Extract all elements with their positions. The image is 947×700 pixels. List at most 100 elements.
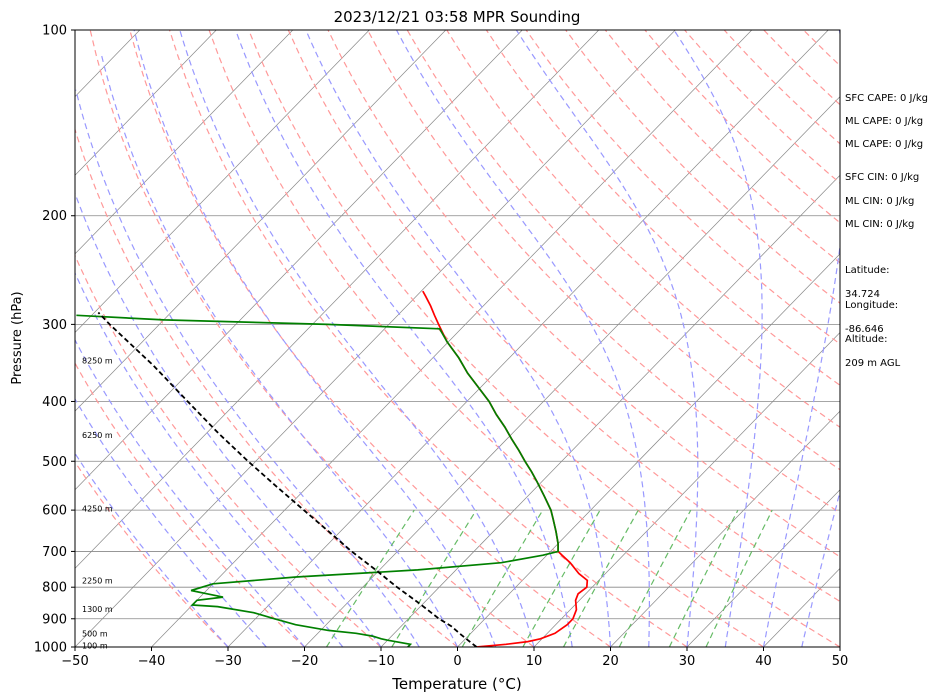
altitude-label: Altitude:: [845, 334, 888, 345]
height-label: 6250 m: [82, 431, 113, 440]
ml-cin-label-2: ML CIN: 0 J/kg: [845, 219, 915, 230]
y-tick-label: 700: [42, 545, 67, 560]
mixing-ratio-line: [562, 509, 639, 647]
moist-adiabat-line: [133, 30, 497, 647]
moist-adiabat-line: [75, 397, 267, 647]
moist-adiabat-line: [395, 30, 650, 647]
dry-adiabat-line: [168, 30, 688, 647]
dewpoint-profile: [76, 314, 559, 647]
y-tick-label: 600: [42, 504, 67, 519]
x-tick-label: −10: [367, 654, 394, 669]
x-tick-label: −40: [138, 654, 165, 669]
latitude-value: 34.724: [845, 289, 880, 300]
height-label: 1300 m: [82, 605, 113, 614]
height-label: 4250 m: [82, 504, 113, 513]
dry-adiabat-line: [287, 30, 840, 603]
moist-adiabat-line: [235, 30, 573, 647]
x-tick-label: 50: [832, 654, 849, 669]
dry-adiabat-line: [75, 460, 229, 647]
x-tick-label: 0: [453, 654, 461, 669]
moist-adiabat-line: [762, 30, 840, 647]
isotherm-line: [75, 30, 600, 569]
dry-adiabat-line: [485, 30, 840, 387]
x-tick-label: −50: [61, 654, 88, 669]
mixing-ratio-line: [705, 509, 773, 647]
dry-adiabat-line: [89, 30, 535, 647]
x-tick-label: −20: [291, 654, 318, 669]
dry-adiabat-line: [75, 361, 305, 647]
dry-adiabat-line: [327, 30, 840, 558]
isotherm-line: [75, 30, 447, 412]
mixing-ratio-line: [461, 509, 544, 647]
y-tick-label: 300: [42, 318, 67, 333]
moist-adiabat-line: [801, 489, 840, 647]
height-label: 8250 m: [82, 356, 113, 365]
chart-title: 2023/12/21 03:58 MPR Sounding: [334, 8, 581, 26]
ml-cin-label: ML CIN: 0 J/kg: [845, 196, 915, 207]
x-tick-label: 10: [526, 654, 543, 669]
longitude-label: Longitude:: [845, 300, 899, 311]
latitude-block: Latitude: 34.724: [845, 253, 890, 313]
dry-adiabat-line: [208, 30, 764, 647]
longitude-block: Longitude: -86.646: [845, 288, 898, 348]
isotherm-line: [75, 30, 217, 176]
x-axis-label: Temperature (°C): [391, 675, 521, 693]
height-label: 100 m: [82, 642, 108, 651]
isotherm-line: [610, 410, 840, 647]
moist-adiabat-line: [75, 191, 382, 647]
isotherm-line: [304, 96, 840, 647]
y-tick-label: 400: [42, 395, 67, 410]
isotherm-line: [533, 331, 840, 647]
dry-adiabat-line: [446, 30, 840, 428]
y-tick-label: 200: [42, 209, 67, 224]
height-label: 2250 m: [82, 576, 113, 585]
isotherm-line: [75, 30, 676, 647]
ml-cape-label-2: ML CAPE: 0 J/kg: [845, 139, 924, 150]
isotherm-line: [75, 30, 294, 255]
altitude-block: Altitude: 209 m AGL: [845, 322, 900, 382]
mixing-ratio-line: [325, 509, 415, 647]
sfc-cin-label: SFC CIN: 0 J/kg: [845, 172, 920, 183]
y-tick-label: 800: [42, 581, 67, 596]
isotherm-line: [686, 489, 840, 647]
x-tick-label: 30: [679, 654, 696, 669]
mixing-ratio-line: [618, 509, 692, 647]
x-tick-label: 40: [755, 654, 772, 669]
plot-frame: [74, 29, 841, 648]
isotherm-line: [151, 30, 753, 647]
parcel-profile: [97, 311, 478, 647]
mixing-ratio-line: [668, 509, 739, 647]
latitude-label: Latitude:: [845, 265, 890, 276]
y-tick-label: 500: [42, 455, 67, 470]
x-tick-label: −30: [214, 654, 241, 669]
dry-adiabat-line: [75, 254, 382, 647]
moist-adiabat-line: [101, 55, 459, 647]
temperature-profile: [422, 290, 589, 647]
dry-adiabat-line: [406, 30, 840, 471]
moist-adiabat-line: [75, 89, 420, 647]
moist-adiabat-line: [75, 338, 305, 647]
y-axis-label: Pressure (hPa): [10, 291, 25, 384]
ml-cape-label: ML CAPE: 0 J/kg: [845, 116, 924, 127]
dry-adiabat-line: [75, 127, 458, 647]
moist-adiabat-line: [305, 30, 612, 647]
y-tick-label: 900: [42, 612, 67, 627]
isotherm-line: [380, 174, 840, 647]
dry-adiabat-line: [129, 30, 611, 647]
y-tick-label: 100: [42, 24, 67, 39]
moist-adiabat-line: [673, 30, 763, 647]
mixing-ratio-line: [522, 509, 601, 647]
y-tick-label: 1000: [34, 641, 67, 656]
height-label: 500 m: [82, 629, 108, 638]
dry-adiabat-line: [248, 30, 840, 647]
x-tick-label: 20: [602, 654, 619, 669]
dry-adiabat-line: [367, 30, 840, 514]
sfc-cape-label: SFC CAPE: 0 J/kg: [845, 93, 928, 104]
isotherm-line: [75, 30, 523, 491]
longitude-value: -86.646: [845, 324, 884, 335]
isotherm-line: [75, 30, 370, 333]
moist-adiabat-line: [179, 30, 535, 647]
mixing-ratio-line: [391, 509, 477, 647]
altitude-value: 209 m AGL: [845, 358, 901, 369]
